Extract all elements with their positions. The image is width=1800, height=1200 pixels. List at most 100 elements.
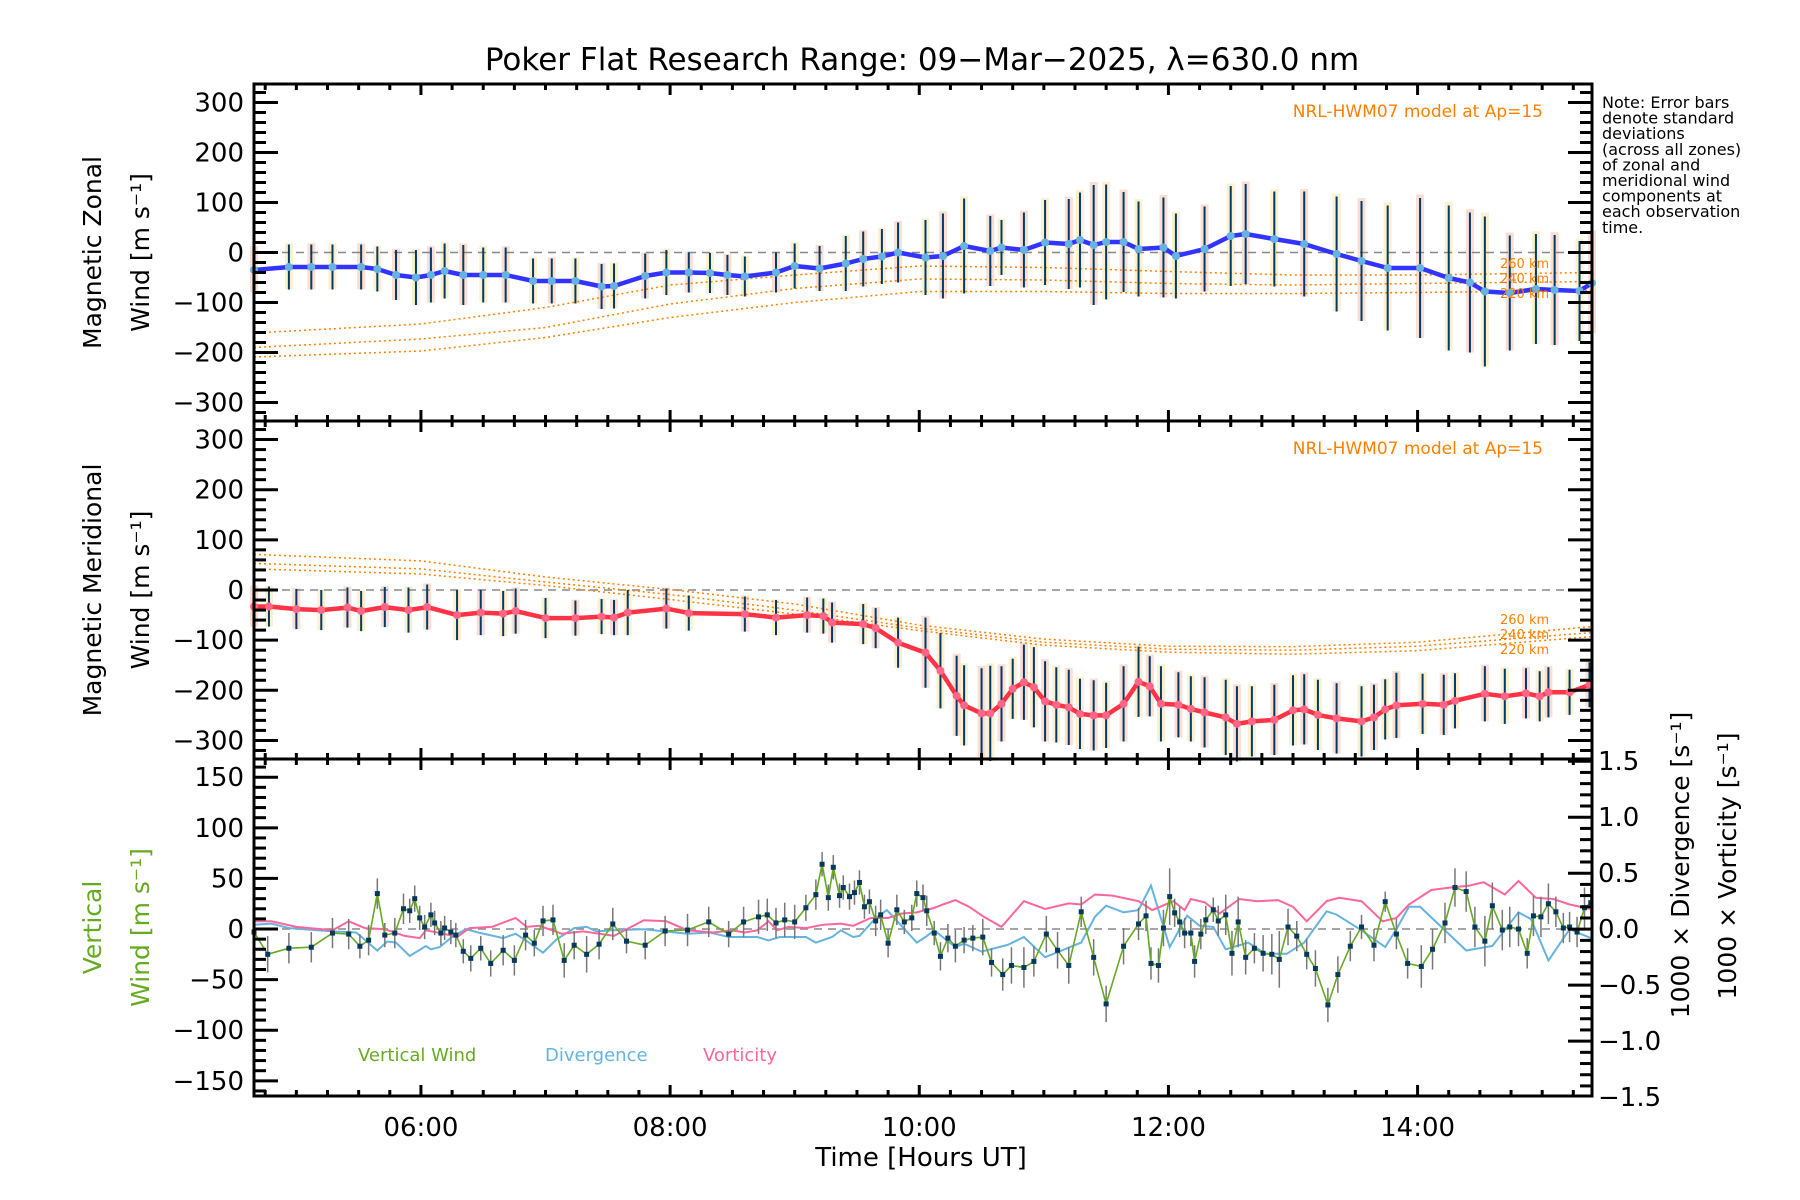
data-point [1472, 924, 1478, 930]
y2-axis-label-vorticity: 1000 × Vorticity [s⁻¹] [1713, 733, 1742, 1000]
data-point [1521, 689, 1530, 698]
data-point [846, 894, 852, 900]
data-point [1041, 697, 1050, 706]
data-point [837, 893, 843, 899]
y2-tick-label: 1.0 [1598, 803, 1639, 833]
y-tick-label: −200 [173, 676, 244, 706]
data-point [841, 259, 850, 268]
data-point [740, 610, 749, 619]
data-point [453, 932, 459, 938]
data-point [894, 907, 900, 913]
data-point [960, 701, 969, 710]
data-point [1260, 950, 1266, 956]
data-point [989, 959, 995, 965]
data-point [1480, 689, 1489, 698]
data-point [1247, 717, 1256, 726]
data-point [894, 248, 903, 257]
data-point [308, 944, 314, 950]
data-point [830, 864, 836, 870]
legend-entry: Vertical Wind [358, 1045, 476, 1066]
data-point [1055, 947, 1061, 953]
data-point [1075, 236, 1084, 244]
data-point [597, 282, 606, 291]
data-point [1505, 289, 1514, 297]
data-point [610, 613, 619, 622]
data-point [423, 603, 432, 612]
data-point [1304, 951, 1310, 957]
data-point [901, 919, 907, 925]
data-point [1285, 924, 1291, 930]
data-point [1008, 962, 1014, 968]
data-point [1382, 899, 1388, 905]
y2-tick-label: 0.5 [1598, 859, 1639, 889]
altitude-label: 260 km [1500, 257, 1549, 272]
data-point [1103, 1001, 1109, 1007]
data-point [1167, 894, 1173, 900]
data-point [771, 268, 780, 277]
data-point [1418, 699, 1427, 708]
data-point [1229, 950, 1235, 956]
data-point [861, 904, 867, 910]
data-point [997, 699, 1006, 708]
data-point [1232, 719, 1241, 728]
data-point [343, 603, 352, 612]
data-point [328, 263, 337, 271]
data-point [1507, 924, 1513, 930]
data-point [641, 272, 650, 280]
data-point [1029, 683, 1038, 692]
data-point [1043, 931, 1049, 937]
data-point [1392, 701, 1401, 710]
data-point [1545, 901, 1551, 907]
y-tick-label: 100 [194, 189, 244, 219]
hwm-model-line [253, 265, 1593, 334]
data-point [1371, 942, 1377, 948]
data-point [1357, 257, 1366, 265]
y-tick-label: 100 [194, 526, 244, 556]
data-point [417, 915, 423, 921]
y-axis-label: Wind [m s⁻¹] [126, 173, 155, 332]
data-point [1177, 919, 1183, 925]
data-point [741, 919, 747, 925]
data-point [459, 271, 468, 279]
data-point [1188, 930, 1194, 936]
data-point [392, 271, 401, 279]
data-point [1393, 931, 1399, 937]
hwm-model-label: NRL-HWM07 model at Ap=15 [1293, 102, 1543, 122]
data-point [1276, 956, 1282, 962]
data-point [500, 947, 506, 953]
data-point [1383, 264, 1392, 272]
data-point [792, 919, 798, 925]
y-tick-label: −100 [173, 289, 244, 319]
data-point [931, 930, 937, 936]
note-line: time. [1602, 218, 1643, 237]
data-point [1332, 714, 1341, 723]
data-point [1499, 927, 1505, 933]
data-point [610, 282, 619, 290]
data-point [1463, 889, 1469, 895]
data-point [1200, 245, 1209, 253]
data-point [1567, 924, 1573, 930]
data-point [1452, 885, 1458, 891]
note-line: deviations [1602, 124, 1685, 143]
data-point [1171, 252, 1180, 260]
data-point [921, 253, 930, 262]
data-point [764, 912, 770, 918]
vertical-wind-panel: Vertical Wind Divergence Vorticity 1000 × D… [78, 712, 1742, 1143]
data-point [1439, 700, 1448, 709]
data-point [986, 709, 995, 718]
data-point [265, 951, 271, 957]
data-point [986, 247, 995, 255]
data-point [1089, 711, 1098, 720]
data-point [961, 937, 967, 943]
data-point [723, 271, 732, 279]
data-point [1531, 285, 1540, 293]
data-point [373, 265, 382, 273]
data-point [825, 895, 831, 901]
data-point [920, 895, 926, 901]
data-point [499, 609, 508, 618]
data-point [531, 940, 537, 946]
data-point [756, 914, 762, 920]
data-point [1200, 708, 1209, 717]
data-point [476, 608, 485, 617]
